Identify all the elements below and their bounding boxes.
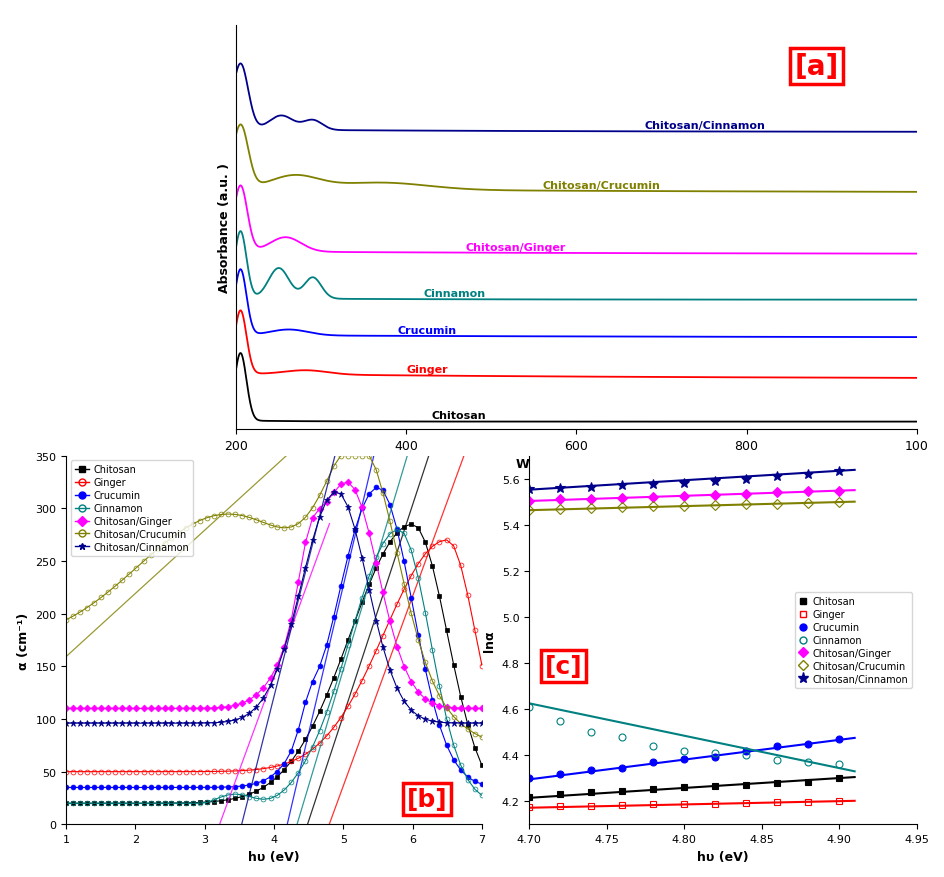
Text: [b]: [b]	[407, 787, 447, 811]
Text: Chitosan/Ginger: Chitosan/Ginger	[465, 242, 565, 253]
Legend: Chitosan, Ginger, Crucumin, Cinnamon, Chitosan/Ginger, Chitosan/Crucumin, Chitos: Chitosan, Ginger, Crucumin, Cinnamon, Ch…	[794, 593, 911, 688]
Text: Crucumin: Crucumin	[397, 325, 457, 335]
Text: Chitosan/Crucumin: Chitosan/Crucumin	[542, 181, 660, 190]
Y-axis label: α (cm⁻¹): α (cm⁻¹)	[17, 611, 29, 669]
Text: Chitosan/Cinnamon: Chitosan/Cinnamon	[644, 121, 765, 132]
X-axis label: Wavelength (nm): Wavelength (nm)	[515, 458, 636, 471]
Legend: Chitosan, Ginger, Crucumin, Cinnamon, Chitosan/Ginger, Chitosan/Crucumin, Chitos: Chitosan, Ginger, Crucumin, Cinnamon, Ch…	[71, 461, 193, 556]
Y-axis label: Absorbance (a.u. ): Absorbance (a.u. )	[217, 163, 230, 293]
X-axis label: hυ (eV): hυ (eV)	[697, 850, 748, 863]
Y-axis label: lnα: lnα	[482, 630, 496, 651]
Text: Ginger: Ginger	[406, 365, 447, 374]
Text: Chitosan: Chitosan	[431, 411, 486, 421]
X-axis label: hυ (eV): hυ (eV)	[248, 850, 299, 863]
Text: [c]: [c]	[544, 654, 582, 678]
Text: [a]: [a]	[793, 53, 837, 81]
Text: Cinnamon: Cinnamon	[423, 289, 485, 299]
